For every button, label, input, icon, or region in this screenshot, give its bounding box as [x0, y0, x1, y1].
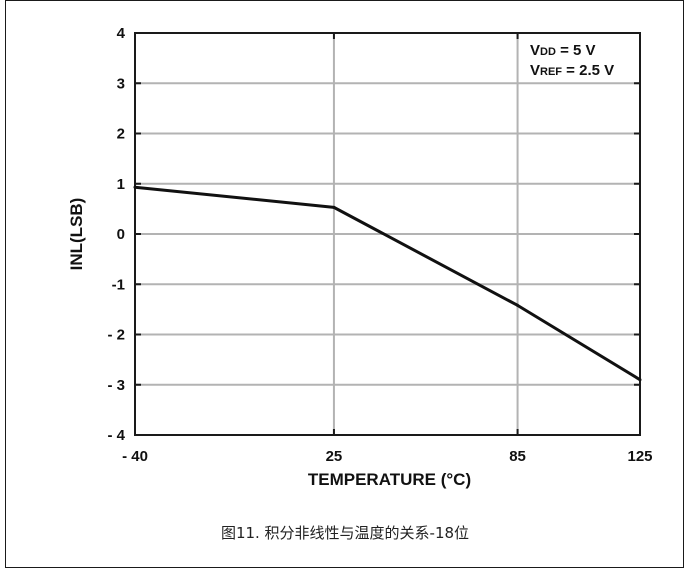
x-axis-title: TEMPERATURE (°C)	[308, 470, 471, 489]
data-point	[516, 303, 520, 307]
y-tick-label: 1	[117, 176, 125, 193]
annotation-vdd-main: V	[530, 42, 540, 59]
figure-caption: 图11. 积分非线性与温度的关系-18位	[220, 524, 470, 542]
y-tick-label: 4	[117, 25, 126, 42]
tick-marks	[134, 32, 641, 436]
y-tick-labels: 4 3 2 1 0 -1 - 2 - 3 - 4	[107, 25, 125, 444]
annotation-vdd-value: = 5 V	[556, 42, 596, 59]
annotation-vref-main: V	[530, 62, 540, 79]
x-tick-label: 85	[509, 448, 526, 465]
y-axis-title: INL(LSB)	[67, 198, 86, 271]
series-layer	[133, 185, 642, 382]
data-point	[133, 185, 137, 189]
y-tick-label: - 4	[107, 427, 125, 444]
y-tick-label: -1	[112, 276, 125, 293]
annotation-vref-value: = 2.5 V	[562, 62, 614, 79]
data-point	[638, 378, 642, 382]
y-tick-label: 3	[117, 75, 125, 92]
chart: 4 3 2 1 0 -1 - 2 - 3 - 4 - 40 25 85 125 TEMPERATURE…	[67, 25, 653, 489]
annotation-vref-sub: REF	[540, 66, 562, 78]
annotation-vref: VREF = 2.5 V	[530, 62, 614, 79]
y-tick-label: 0	[117, 226, 125, 243]
x-tick-labels: - 40 25 85 125	[122, 448, 652, 465]
y-tick-label: 2	[117, 126, 125, 143]
x-tick-label: - 40	[122, 448, 148, 465]
annotation-vdd: VDD = 5 V	[530, 42, 596, 59]
y-tick-label: - 3	[107, 377, 125, 394]
x-tick-label: 125	[627, 448, 652, 465]
x-tick-label: 25	[326, 448, 343, 465]
data-point	[332, 205, 336, 209]
y-tick-label: - 2	[107, 327, 125, 344]
series-line	[134, 185, 641, 382]
annotation-vdd-sub: DD	[540, 46, 556, 58]
grid-layer	[135, 33, 640, 435]
